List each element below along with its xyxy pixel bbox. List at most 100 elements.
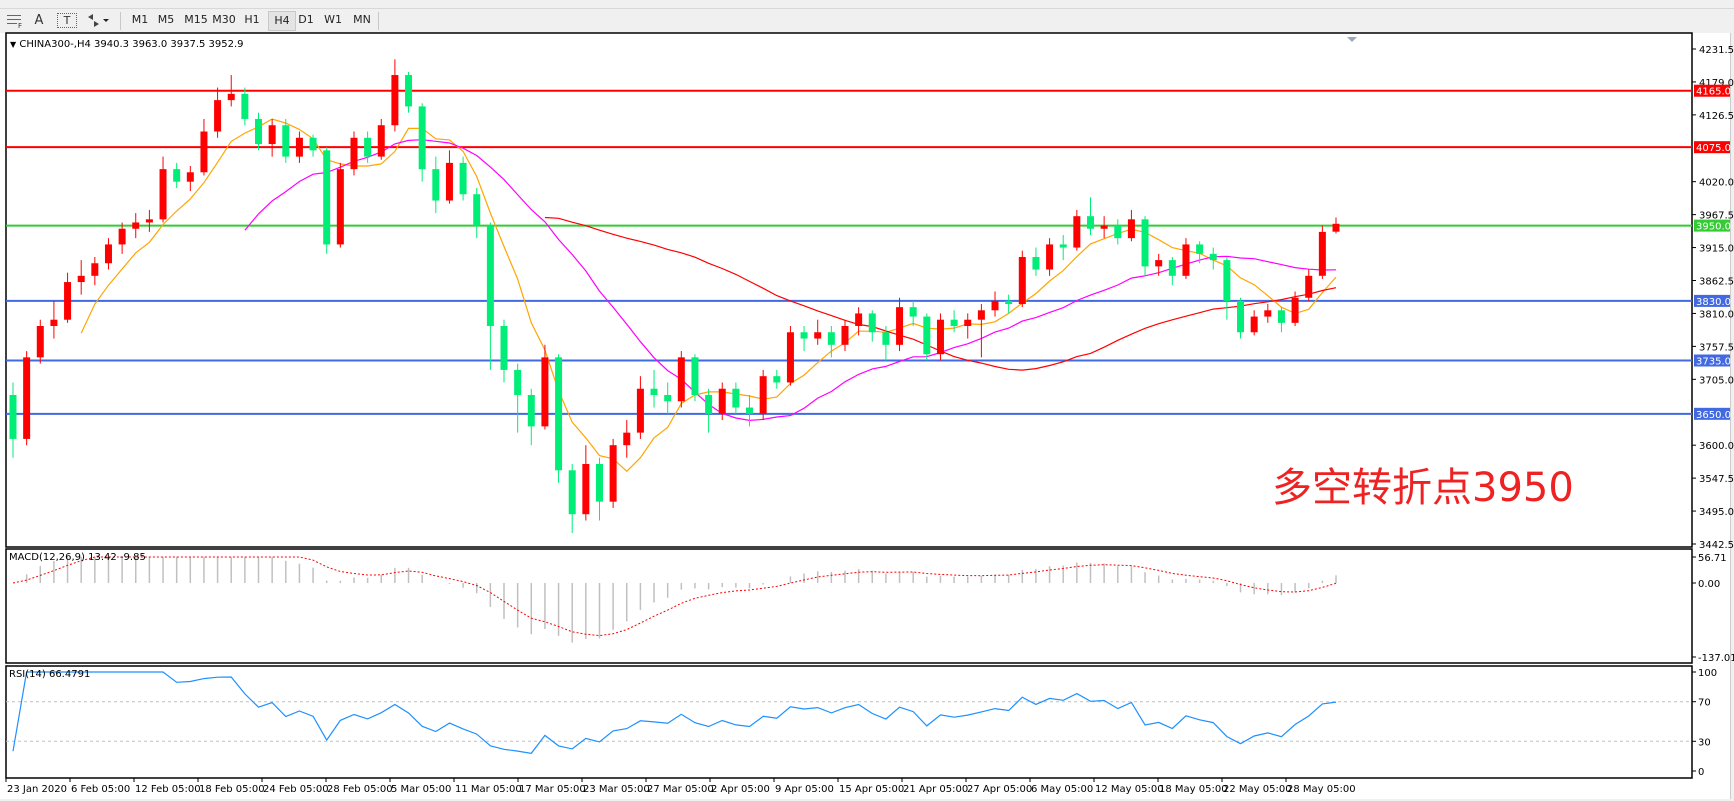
candle [691, 354, 699, 402]
macd-tick-label: 0.00 [1698, 579, 1720, 590]
candle [1318, 225, 1326, 279]
candle-body [568, 470, 576, 515]
collapse-triangle-icon[interactable]: ▼ [10, 40, 17, 49]
level-price-tag [1694, 141, 1730, 154]
candle-body [227, 93, 235, 101]
candle [1264, 304, 1272, 323]
candle [868, 310, 876, 342]
chart-window[interactable] [0, 33, 1731, 799]
timeframe-m1-button[interactable]: M1 [131, 13, 149, 26]
candle-body [23, 357, 31, 439]
candle [623, 420, 631, 458]
timeframe-m30-button[interactable]: M30 [212, 13, 236, 26]
candle [473, 187, 481, 239]
candle-body [1196, 244, 1204, 254]
candle [418, 103, 426, 182]
time-tick-label: 22 May 05:00 [1223, 784, 1292, 795]
candle [636, 376, 644, 439]
candle-body [255, 118, 263, 145]
candle [664, 382, 672, 414]
candle-body [664, 394, 672, 402]
price-tick-label: 3967.5 [1699, 211, 1734, 222]
candle [1291, 291, 1299, 326]
candle-body [746, 407, 754, 414]
candle [1250, 310, 1258, 336]
candle [1168, 256, 1176, 286]
candle [882, 325, 890, 361]
candle-body [1223, 260, 1231, 301]
text-a-icon[interactable]: A [34, 13, 44, 28]
candle-body [1291, 297, 1299, 323]
candle [23, 351, 31, 446]
candle-body [964, 319, 972, 326]
candle [1277, 307, 1285, 333]
price-tick-label: 3757.5 [1699, 342, 1734, 353]
candle [186, 166, 194, 192]
macd-pane-frame [5, 548, 1693, 664]
chart-shift-marker-icon [1347, 37, 1357, 42]
candle [827, 325, 835, 358]
timeframe-h1-button[interactable]: H1 [244, 13, 260, 26]
candle [896, 297, 904, 352]
candle-body [364, 137, 372, 157]
price-tick-label: 3495.0 [1699, 507, 1734, 518]
timeframe-h4-button[interactable]: H4 [268, 11, 296, 31]
chart-toolbar: F A T M1 M5 M15 M30 H1 H4 D1 W1 MN [0, 9, 1734, 32]
candle-body [855, 313, 863, 326]
candle-body [91, 263, 99, 276]
grid-f-icon[interactable]: F [4, 11, 26, 30]
time-tick-label: 12 Feb 05:00 [135, 784, 201, 795]
candle-body [1277, 310, 1285, 323]
candle [991, 291, 999, 317]
candle-body [282, 125, 290, 157]
level-price-tag [1694, 294, 1730, 307]
arrows-dropdown-icon[interactable] [85, 11, 111, 30]
svg-text:F: F [18, 22, 22, 30]
price-tick-label: 3442.5 [1699, 540, 1734, 551]
candle-body [159, 169, 167, 220]
candle-body [104, 244, 112, 264]
candle [500, 319, 508, 383]
candle [923, 313, 931, 361]
text-box-icon[interactable]: T [57, 13, 77, 28]
candle-body [268, 125, 276, 145]
time-tick-label: 23 Jan 2020 [7, 784, 67, 795]
rsi-tick-label: 0 [1698, 767, 1704, 778]
candle-body [377, 125, 385, 157]
candle [1332, 217, 1340, 234]
candle-body [1250, 316, 1258, 333]
timeframe-m5-button[interactable]: M5 [157, 13, 175, 26]
time-tick-label: 2 Apr 05:00 [711, 784, 770, 795]
timeframe-mn-button[interactable]: MN [353, 13, 371, 26]
macd-tick-label: 56.71 [1698, 553, 1727, 564]
rsi-line [12, 671, 1337, 754]
candle [705, 388, 713, 433]
candle-body [1237, 300, 1245, 333]
timeframe-d1-button[interactable]: D1 [298, 13, 314, 26]
candle-body [9, 394, 17, 439]
candle [336, 162, 344, 248]
timeframe-w1-button[interactable]: W1 [324, 13, 342, 26]
candle-body [1168, 260, 1176, 276]
candle-body [1032, 256, 1040, 270]
candle-body [64, 282, 72, 320]
candle [595, 457, 603, 521]
time-tick-label: 6 May 05:00 [1031, 784, 1093, 795]
candle-body [705, 394, 713, 414]
candle-body [1073, 216, 1081, 248]
chart-header: ▼ CHINA300-,H4 3940.3 3963.0 3937.5 3952… [10, 39, 244, 50]
candle-body [718, 388, 726, 414]
candle [582, 445, 590, 521]
candle-body [1264, 310, 1272, 317]
candle-body [1127, 219, 1135, 239]
candle [64, 272, 72, 323]
candle-body [1141, 219, 1149, 267]
candle [1196, 241, 1204, 264]
candle [391, 59, 399, 132]
timeframe-m15-button[interactable]: M15 [184, 13, 208, 26]
candle [936, 313, 944, 361]
rsi-tick-label: 70 [1698, 698, 1711, 709]
candle-body [814, 332, 822, 339]
time-tick-label: 9 Apr 05:00 [775, 784, 834, 795]
